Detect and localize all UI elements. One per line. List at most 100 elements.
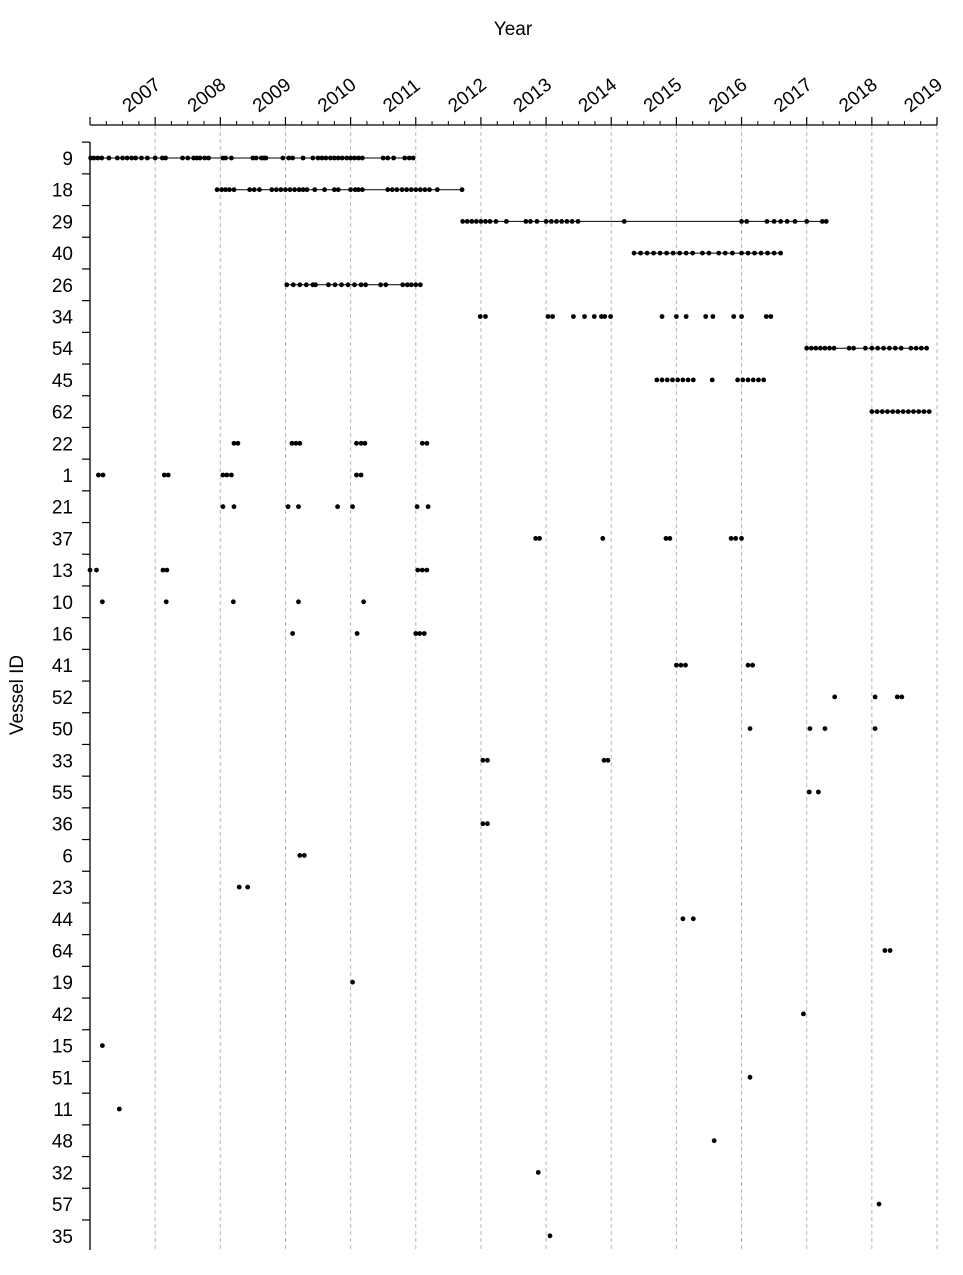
y-tick-label: 19 — [52, 973, 73, 994]
data-point — [284, 282, 290, 288]
data-point — [879, 409, 885, 414]
data-point — [304, 187, 310, 193]
data-point — [406, 155, 412, 161]
data-point — [335, 187, 341, 193]
data-point — [331, 155, 337, 161]
vessel-series-34 — [477, 314, 774, 319]
y-tick-label: 50 — [52, 720, 73, 741]
data-point — [315, 155, 321, 161]
data-point — [554, 219, 559, 224]
vessel-series-41 — [673, 662, 756, 668]
data-point — [747, 1074, 753, 1080]
y-tick-label: 13 — [52, 561, 73, 582]
data-point — [253, 155, 259, 161]
vessel-series-37 — [533, 536, 744, 541]
data-point — [768, 314, 774, 319]
data-point — [711, 1138, 717, 1144]
data-point — [223, 155, 228, 161]
data-point — [898, 345, 904, 351]
y-tick-label: 21 — [52, 498, 73, 519]
data-point — [804, 219, 810, 224]
data-point — [293, 440, 299, 446]
data-point — [95, 155, 101, 161]
x-tick-labels: 2007 2008 2009 2010 2011 2012 2013 2014 2015 2016… — [119, 74, 947, 117]
data-point — [559, 219, 565, 224]
data-point — [739, 219, 744, 224]
data-point — [362, 440, 368, 446]
data-point — [480, 757, 486, 763]
data-point — [290, 155, 296, 161]
data-point — [657, 250, 663, 256]
data-point — [728, 536, 734, 541]
vessel-series-10 — [99, 599, 367, 605]
y-tick-label: 51 — [52, 1068, 73, 1089]
data-point — [533, 536, 539, 541]
data-point — [745, 662, 751, 668]
data-point — [310, 155, 316, 161]
data-point — [745, 250, 751, 256]
data-point — [706, 250, 712, 256]
data-point — [231, 504, 237, 510]
data-point — [792, 219, 798, 224]
y-tick-label: 11 — [53, 1100, 73, 1121]
data-point — [473, 219, 479, 224]
data-point — [881, 345, 886, 351]
y-tick-label: 64 — [52, 942, 74, 963]
y-tick-label: 52 — [52, 688, 73, 709]
data-point — [831, 345, 837, 351]
data-point — [160, 567, 166, 573]
x-tick-label: 2013 — [510, 74, 556, 117]
data-point — [319, 155, 325, 161]
data-point — [480, 821, 486, 827]
data-point — [296, 187, 302, 193]
data-point — [503, 219, 509, 224]
data-point — [464, 219, 470, 224]
data-point — [417, 631, 423, 636]
data-point — [673, 662, 679, 668]
data-point — [608, 314, 613, 319]
grid-lines — [154, 125, 938, 1250]
y-tick-label: 23 — [52, 878, 73, 899]
data-point — [921, 409, 927, 414]
data-point — [832, 694, 838, 700]
data-point — [414, 504, 420, 510]
data-point — [731, 314, 737, 319]
data-point — [247, 187, 253, 193]
data-point — [417, 282, 423, 288]
data-point — [485, 821, 490, 827]
data-point — [224, 472, 230, 478]
data-point — [352, 282, 357, 288]
vessel-series-57 — [876, 1201, 882, 1207]
data-point — [301, 853, 307, 858]
data-point — [874, 409, 880, 414]
data-point — [547, 1233, 553, 1239]
data-point — [469, 219, 475, 224]
x-tick-label: 2019 — [901, 74, 947, 117]
data-point — [778, 219, 784, 224]
data-point — [659, 314, 665, 319]
data-point — [827, 345, 832, 351]
data-point — [478, 219, 484, 224]
vessel-series-52 — [832, 694, 905, 700]
data-point — [417, 187, 423, 193]
data-point — [571, 314, 576, 319]
data-point — [545, 314, 551, 319]
data-point — [345, 282, 351, 288]
data-point — [483, 314, 488, 319]
data-point — [816, 789, 821, 795]
data-point — [801, 1011, 806, 1017]
data-point — [408, 282, 414, 288]
vessel-series-50 — [747, 726, 878, 731]
data-point — [408, 187, 414, 193]
data-point — [410, 155, 416, 161]
series-marks — [87, 155, 932, 1239]
data-point — [685, 377, 691, 383]
data-point — [905, 409, 911, 414]
data-point — [106, 155, 112, 161]
data-point — [335, 155, 341, 161]
data-point — [422, 187, 428, 193]
y-tick-label: 15 — [52, 1037, 73, 1058]
data-point — [459, 187, 465, 193]
data-point — [358, 440, 364, 446]
